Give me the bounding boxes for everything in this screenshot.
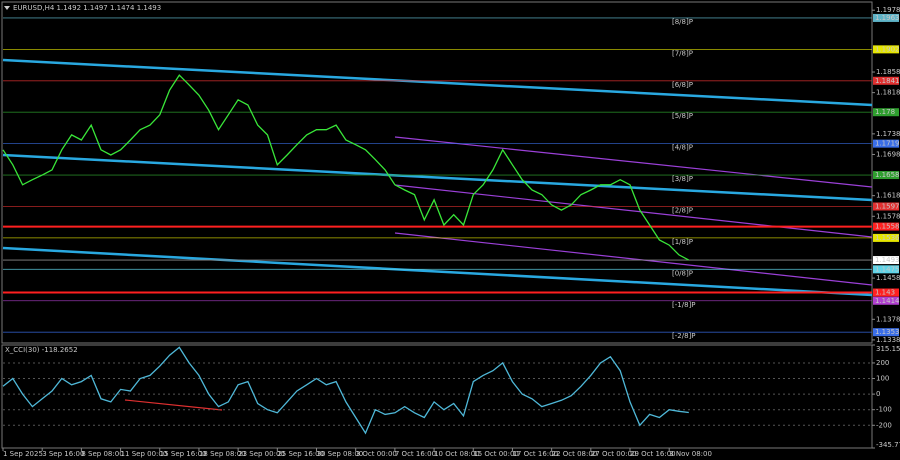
price-value: 1.1493 — [875, 256, 900, 264]
level-box — [873, 171, 899, 180]
level-name: [5/8]P — [672, 112, 693, 120]
level-box — [873, 202, 899, 211]
cci-panel-frame — [1, 344, 873, 449]
price-value: 1.143 — [875, 289, 895, 297]
level-name: [7/8]P — [672, 49, 693, 57]
x-tick-label: 29 Oct 16:00 — [630, 450, 676, 458]
y-tick-label: 1.1338 — [876, 336, 900, 344]
x-tick-label: 15 Sep 16:00 — [160, 450, 207, 458]
price-line — [2, 74, 690, 261]
level-value: 1.1963 — [875, 14, 900, 22]
y-tick-label: 1.1378 — [876, 315, 900, 323]
price-box — [873, 222, 899, 231]
y-tick-label: 100 — [876, 375, 889, 383]
price-value: 1.1558 — [875, 223, 900, 231]
menu-icon — [4, 6, 10, 10]
y-tick-label: 1.1978 — [876, 6, 900, 14]
divergence-line — [124, 399, 223, 411]
level-box — [873, 76, 899, 85]
price-box — [873, 256, 899, 265]
channel-line — [2, 58, 873, 107]
x-tick-label: 3 Oct 00:00 — [356, 450, 397, 458]
y-tick-label: -100 — [876, 406, 892, 414]
channel-line — [394, 136, 873, 188]
x-tick-label: 7 Oct 16:00 — [395, 450, 436, 458]
level-name: [2/8]P — [672, 206, 693, 214]
level-box — [873, 233, 899, 242]
x-tick-label: 8 Sep 08:00 — [81, 450, 123, 458]
y-tick-label: 315.1542 — [876, 345, 900, 353]
level-name: [1/8]P — [672, 238, 693, 246]
x-tick-label: 15 Oct 00:00 — [473, 450, 519, 458]
channel-line — [2, 246, 873, 297]
x-tick-label: 22 Oct 08:00 — [552, 450, 598, 458]
level-name: [-1/8]P — [672, 301, 695, 309]
x-tick-label: 3 Sep 16:00 — [42, 450, 84, 458]
level-box — [873, 296, 899, 305]
x-tick-label: 10 Oct 08:00 — [434, 450, 480, 458]
level-value: 1.1475 — [875, 265, 900, 273]
y-tick-label: -200 — [876, 421, 892, 429]
y-tick-label: 200 — [876, 359, 889, 367]
level-value: 1.1719 — [875, 140, 900, 148]
y-tick-label: 1.1738 — [876, 130, 900, 138]
y-tick-label: 1.1458 — [876, 274, 900, 282]
x-tick-label: 30 Sep 08:00 — [317, 450, 364, 458]
x-tick-label: 17 Oct 16:00 — [512, 450, 558, 458]
level-box — [873, 328, 899, 337]
level-value: 1.1658 — [875, 171, 900, 179]
x-tick-label: 27 Oct 00:00 — [591, 450, 637, 458]
level-box — [873, 45, 899, 54]
level-name: [0/8]P — [672, 269, 693, 277]
level-value: 1.1353 — [875, 328, 900, 336]
y-tick-label: 1.1578 — [876, 212, 900, 220]
y-tick-label: 0 — [876, 390, 880, 398]
x-tick-label: 23 Sep 00:00 — [238, 450, 285, 458]
level-value: 1.1902 — [875, 45, 900, 53]
y-tick-label: 1.1858 — [876, 68, 900, 76]
x-tick-label: 1 Sep 2025 — [3, 450, 43, 458]
level-name: [8/8]P — [672, 18, 693, 26]
indicator-title: X_CCI(30) -118.2652 — [5, 346, 78, 354]
level-box — [873, 13, 899, 22]
level-name: [3/8]P — [672, 175, 693, 183]
level-value: 1.1414 — [875, 297, 900, 305]
level-name: [-2/8]P — [672, 332, 695, 340]
channel-line — [2, 153, 873, 202]
price-line — [2, 346, 689, 435]
price-panel-frame — [1, 1, 873, 344]
chart-title: EURUSD,H4 1.1492 1.1497 1.1474 1.1493 — [13, 4, 161, 12]
level-box — [873, 108, 899, 117]
level-box — [873, 139, 899, 148]
y-tick-label: 1.1818 — [876, 89, 900, 97]
level-value: 1.1597 — [875, 202, 900, 210]
level-value: 1.1536 — [875, 234, 900, 242]
y-tick-label: 1.1698 — [876, 150, 900, 158]
x-tick-label: 18 Sep 08:00 — [199, 450, 246, 458]
level-box — [873, 265, 899, 274]
price-box — [873, 288, 899, 297]
level-value: 1.178 — [875, 108, 895, 116]
channel-line — [394, 232, 873, 286]
x-tick-label: 25 Sep 16:00 — [277, 450, 324, 458]
y-tick-label: 1.1618 — [876, 192, 900, 200]
x-tick-label: 3 Nov 08:00 — [669, 450, 712, 458]
x-tick-label: 11 Sep 00:00 — [121, 450, 168, 458]
level-value: 1.1841 — [875, 77, 900, 85]
level-name: [6/8]P — [672, 81, 693, 89]
level-name: [4/8]P — [672, 144, 693, 152]
y-tick-label: -345.7735 — [876, 441, 900, 449]
